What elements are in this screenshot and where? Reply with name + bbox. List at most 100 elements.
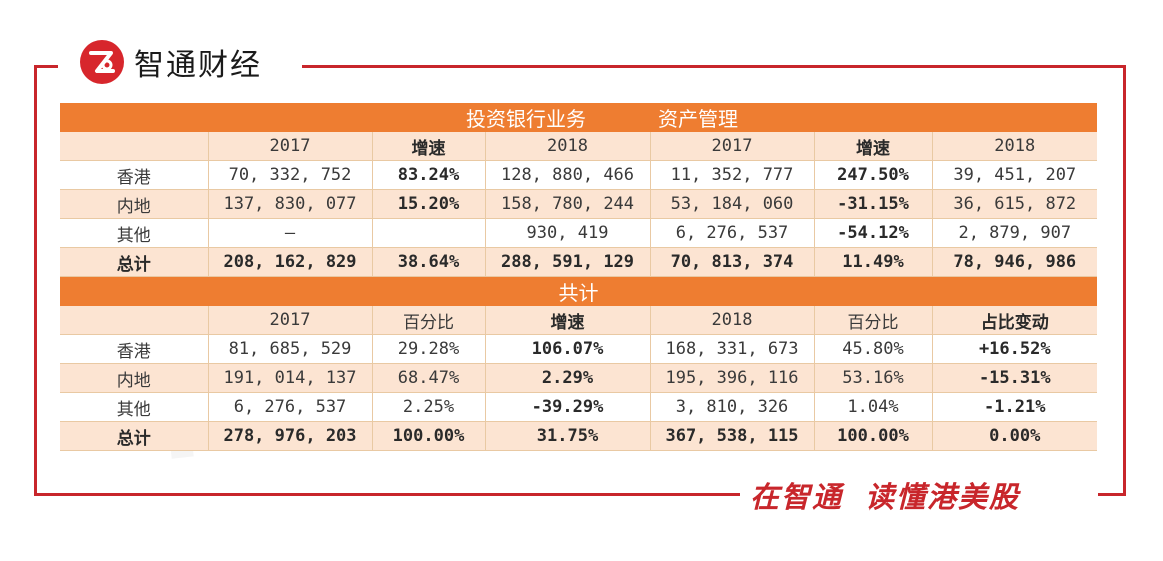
row-label: 香港: [60, 334, 208, 364]
table-cell: 367, 538, 115: [649, 421, 814, 451]
table-cell: 53, 184, 060: [649, 189, 814, 219]
table-cell: 6, 276, 537: [207, 392, 372, 422]
column-header: 2018: [484, 132, 650, 161]
table-cell: 68.47%: [371, 363, 485, 393]
column-header: 2018: [649, 306, 814, 335]
table-row: 其他 — 930, 419 6, 276, 537 -54.12% 2, 879…: [60, 218, 1098, 248]
table-cell: 278, 976, 203: [207, 421, 372, 451]
column-header-row: 2017 百分比 增速 2018 百分比 占比变动: [60, 306, 1098, 335]
table-cell: 195, 396, 116: [649, 363, 814, 393]
column-header: 增速: [371, 132, 485, 161]
table-cell: -31.15%: [813, 189, 932, 219]
row-label: 内地: [60, 363, 208, 393]
table-row: 香港 81, 685, 529 29.28% 106.07% 168, 331,…: [60, 334, 1098, 364]
frame-right: [1123, 65, 1126, 495]
column-header-row: 2017 增速 2018 2017 增速 2018: [60, 132, 1098, 161]
table-cell: 208, 162, 829: [207, 247, 372, 277]
row-label: 总计: [60, 421, 208, 451]
table-cell: [371, 218, 485, 248]
section-title-investment-banking: 投资银行业务: [60, 103, 650, 132]
row-label: 其他: [60, 218, 208, 248]
column-header: 2017: [207, 306, 372, 335]
table-cell: 106.07%: [484, 334, 650, 364]
data-tables: 投资银行业务 资产管理 2017 增速 2018 2017 增速 2018 香港…: [60, 103, 1098, 451]
table-cell: 128, 880, 466: [484, 160, 650, 190]
table-cell: 53.16%: [813, 363, 932, 393]
table-cell: 81, 685, 529: [207, 334, 372, 364]
table-cell: 930, 419: [484, 218, 650, 248]
table-cell: 100.00%: [371, 421, 485, 451]
table-cell: 158, 780, 244: [484, 189, 650, 219]
table-cell: 191, 014, 137: [207, 363, 372, 393]
table-cell: 31.75%: [484, 421, 650, 451]
column-header: 2018: [931, 132, 1098, 161]
column-header: 2017: [649, 132, 814, 161]
table-row: 内地 191, 014, 137 68.47% 2.29% 195, 396, …: [60, 363, 1098, 393]
table-cell: 168, 331, 673: [649, 334, 814, 364]
table-cell: 78, 946, 986: [931, 247, 1098, 277]
table-cell: 11, 352, 777: [649, 160, 814, 190]
table-cell: 83.24%: [371, 160, 485, 190]
table-cell: 3, 810, 326: [649, 392, 814, 422]
table-row: 香港 70, 332, 752 83.24% 128, 880, 466 11,…: [60, 160, 1098, 190]
frame-bottom-left: [34, 493, 740, 496]
table-cell: 6, 276, 537: [649, 218, 814, 248]
slogan-right: 读懂港美股: [865, 480, 1021, 514]
table-cell: -54.12%: [813, 218, 932, 248]
table-cell: -15.31%: [931, 363, 1098, 393]
section-header-row: 共计: [60, 276, 1098, 306]
table-segments: 投资银行业务 资产管理 2017 增速 2018 2017 增速 2018 香港…: [60, 103, 1098, 451]
row-label: 其他: [60, 392, 208, 422]
section-title-asset-management: 资产管理: [650, 103, 1098, 132]
row-label: 内地: [60, 189, 208, 219]
table-cell: 247.50%: [813, 160, 932, 190]
frame-top-left: [34, 65, 58, 68]
table-cell: —: [207, 218, 372, 248]
section-header-row: 投资银行业务 资产管理: [60, 103, 1098, 132]
brand-logo: 智通财经: [80, 40, 262, 84]
column-header: 占比变动: [931, 306, 1098, 335]
zhitong-logo-icon: [80, 40, 124, 84]
frame-left: [34, 65, 37, 495]
table-cell: 70, 813, 374: [649, 247, 814, 277]
table-cell: -1.21%: [931, 392, 1098, 422]
table-cell: 45.80%: [813, 334, 932, 364]
table-cell: 288, 591, 129: [484, 247, 650, 277]
row-label: 香港: [60, 160, 208, 190]
table-cell: 36, 615, 872: [931, 189, 1098, 219]
table-cell: 0.00%: [931, 421, 1098, 451]
table-cell: -39.29%: [484, 392, 650, 422]
column-header: 增速: [484, 306, 650, 335]
column-header: [60, 306, 208, 335]
column-header: 2017: [207, 132, 372, 161]
table-cell: 1.04%: [813, 392, 932, 422]
table-cell: +16.52%: [931, 334, 1098, 364]
table-cell: 39, 451, 207: [931, 160, 1098, 190]
table-cell: 137, 830, 077: [207, 189, 372, 219]
table-cell: 100.00%: [813, 421, 932, 451]
frame-top-right: [302, 65, 1126, 68]
table-cell: 11.49%: [813, 247, 932, 277]
table-cell: 38.64%: [371, 247, 485, 277]
slogan: 在智通 读懂港美股: [750, 474, 1020, 516]
table-row: 其他 6, 276, 537 2.25% -39.29% 3, 810, 326…: [60, 392, 1098, 422]
table-cell: 2.29%: [484, 363, 650, 393]
column-header: 百分比: [371, 306, 485, 335]
table-cell: 29.28%: [371, 334, 485, 364]
column-header: [60, 132, 208, 161]
table-row-total: 总计 278, 976, 203 100.00% 31.75% 367, 538…: [60, 421, 1098, 451]
table-cell: 15.20%: [371, 189, 485, 219]
table-row-total: 总计 208, 162, 829 38.64% 288, 591, 129 70…: [60, 247, 1098, 277]
table-cell: 2, 879, 907: [931, 218, 1098, 248]
slogan-left: 在智通: [750, 480, 844, 514]
section-title-total: 共计: [60, 276, 1098, 306]
frame-bottom-right: [1098, 493, 1126, 496]
table-cell: 70, 332, 752: [207, 160, 372, 190]
table-cell: 2.25%: [371, 392, 485, 422]
column-header: 增速: [813, 132, 932, 161]
logo-text: 智通财经: [134, 48, 262, 83]
row-label: 总计: [60, 247, 208, 277]
column-header: 百分比: [813, 306, 932, 335]
table-row: 内地 137, 830, 077 15.20% 158, 780, 244 53…: [60, 189, 1098, 219]
